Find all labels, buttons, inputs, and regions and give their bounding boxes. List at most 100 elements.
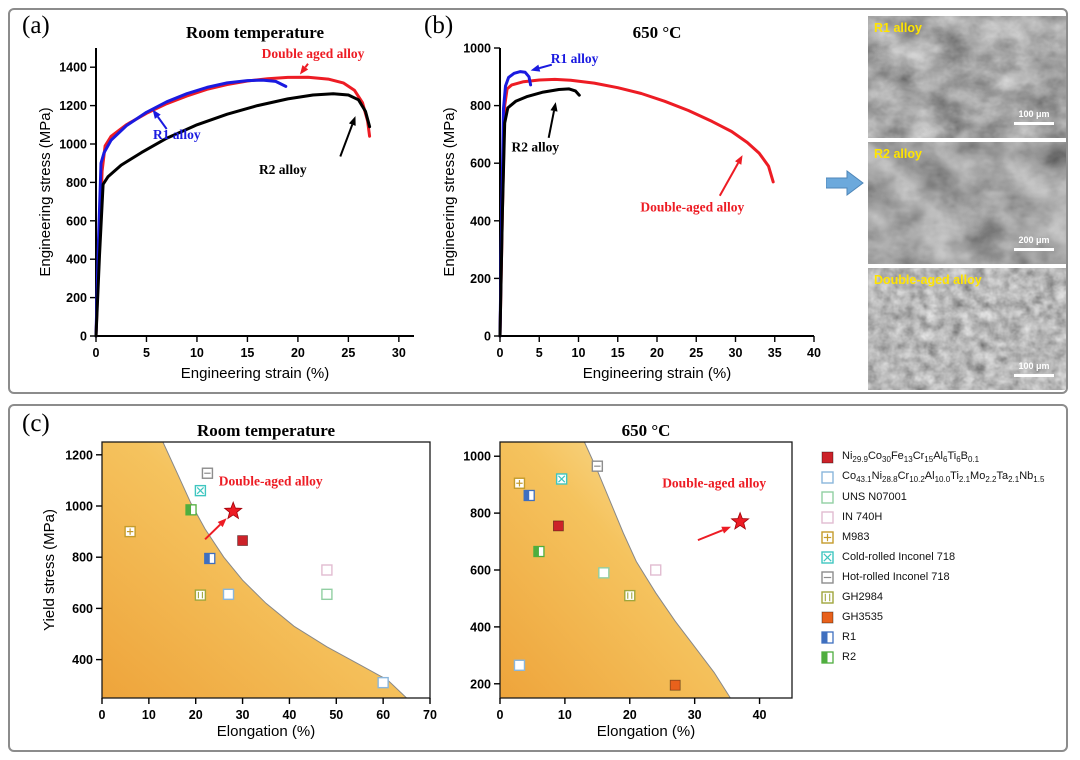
svg-text:1200: 1200 xyxy=(59,99,87,113)
panel-a-label: (a) xyxy=(22,12,50,39)
legend-label: R1 xyxy=(842,631,857,644)
scale-bar xyxy=(1014,374,1054,377)
svg-text:1400: 1400 xyxy=(59,61,87,75)
svg-text:0: 0 xyxy=(93,346,100,360)
ni-marker-icon xyxy=(821,451,834,464)
svg-text:Engineering strain (%): Engineering strain (%) xyxy=(181,365,329,382)
scale-bar xyxy=(1014,248,1054,251)
cr718-marker-icon xyxy=(821,551,834,564)
scatter-650c: 0 10 20 30 40 200 400 600 800 1000 650 °C Elongatio… xyxy=(463,421,793,740)
sem-images: R1 alloy 100 μm xyxy=(868,16,1066,390)
legend-item: Hot-rolled Inconel 718 xyxy=(820,570,1068,585)
legend-label: Co43.1Ni28.8Cr10.2Al10.0Ti2.1Mo2.2Ta2.1N… xyxy=(842,470,1045,485)
legend-label: M983 xyxy=(842,531,870,544)
legend-item: R2 xyxy=(820,650,1068,665)
top-panel: (a) 0 5 10 15 20 25 30 0 200 400 600 800 1000 1200 140… xyxy=(8,8,1068,394)
legend-label: IN 740H xyxy=(842,511,883,524)
arrow-to-sem-icon xyxy=(825,168,864,203)
legend-item: IN 740H xyxy=(820,510,1068,525)
svg-text:20: 20 xyxy=(291,346,305,360)
legend-item: GH2984 xyxy=(820,590,1068,605)
svg-text:5: 5 xyxy=(143,346,150,360)
svg-text:5: 5 xyxy=(536,346,543,360)
svg-text:Double aged alloy: Double aged alloy xyxy=(262,46,365,61)
scale-text: 100 μm xyxy=(1018,361,1049,371)
svg-text:600: 600 xyxy=(72,602,93,616)
svg-text:10: 10 xyxy=(190,346,204,360)
svg-text:Elongation (%): Elongation (%) xyxy=(217,723,315,740)
co-marker-icon xyxy=(821,471,834,484)
svg-text:35: 35 xyxy=(768,346,782,360)
svg-text:15: 15 xyxy=(611,346,625,360)
svg-text:1000: 1000 xyxy=(59,138,87,152)
panel-c-label: (c) xyxy=(22,410,50,437)
legend-item: UNS N07001 xyxy=(820,490,1068,505)
legend-item: GH3535 xyxy=(820,610,1068,625)
r1-marker-icon xyxy=(821,631,834,644)
svg-text:20: 20 xyxy=(623,708,637,722)
svg-text:30: 30 xyxy=(729,346,743,360)
svg-text:40: 40 xyxy=(807,346,821,360)
legend: Ni29.9Co30Fe13Cr15Al6Ti6B0.1 Co43.1Ni28.8… xyxy=(820,450,1068,665)
svg-text:800: 800 xyxy=(66,176,87,190)
svg-text:25: 25 xyxy=(341,346,355,360)
r2-marker-icon xyxy=(821,651,834,664)
svg-text:Engineering stress (MPa): Engineering stress (MPa) xyxy=(37,107,54,276)
legend-label: GH3535 xyxy=(842,611,883,624)
panel-b-label: (b) xyxy=(424,12,454,39)
in740h-marker-icon xyxy=(821,511,834,524)
svg-text:400: 400 xyxy=(72,653,93,667)
svg-text:0: 0 xyxy=(497,708,504,722)
svg-text:40: 40 xyxy=(753,708,767,722)
legend-item: M983 xyxy=(820,530,1068,545)
svg-text:25: 25 xyxy=(689,346,703,360)
gh3535-marker-icon xyxy=(821,611,834,624)
uns-marker-icon xyxy=(821,491,834,504)
svg-text:0: 0 xyxy=(99,708,106,722)
legend-label: Hot-rolled Inconel 718 xyxy=(842,571,950,584)
svg-text:1000: 1000 xyxy=(463,450,491,464)
chart-room-temp-curves: 0 5 10 15 20 25 30 0 200 400 600 800 1000 1200 1400 Roo… xyxy=(37,23,414,382)
svg-text:Room temperature: Room temperature xyxy=(197,421,335,440)
legend-item: Cold-rolled Inconel 718 xyxy=(820,550,1068,565)
svg-text:1000: 1000 xyxy=(463,42,491,56)
scatter-room-temp: 0 10 20 30 40 50 60 70 400 600 800 1000 1200 Room tem… xyxy=(41,421,437,740)
svg-text:Elongation (%): Elongation (%) xyxy=(597,723,695,740)
scale-text: 100 μm xyxy=(1018,109,1049,119)
svg-text:50: 50 xyxy=(329,708,343,722)
svg-text:650 °C: 650 °C xyxy=(622,421,671,440)
legend-label: Ni29.9Co30Fe13Cr15Al6Ti6B0.1 xyxy=(842,450,980,465)
svg-text:Room temperature: Room temperature xyxy=(186,23,324,42)
svg-text:600: 600 xyxy=(470,564,491,578)
svg-text:R1 alloy: R1 alloy xyxy=(153,127,201,142)
svg-text:400: 400 xyxy=(66,253,87,267)
sem-image-double-aged: Double-aged alloy 100 μm xyxy=(868,268,1066,390)
svg-text:60: 60 xyxy=(376,708,390,722)
svg-text:600: 600 xyxy=(470,157,491,171)
svg-text:30: 30 xyxy=(688,708,702,722)
svg-text:Double-aged alloy: Double-aged alloy xyxy=(662,476,766,491)
sem-label: Double-aged alloy xyxy=(874,273,982,287)
svg-text:1000: 1000 xyxy=(65,500,93,514)
gh2984-marker-icon xyxy=(821,591,834,604)
svg-text:Engineering stress (MPa): Engineering stress (MPa) xyxy=(441,107,458,276)
svg-text:15: 15 xyxy=(240,346,254,360)
svg-text:200: 200 xyxy=(66,291,87,305)
svg-text:0: 0 xyxy=(80,330,87,344)
legend-item: R1 xyxy=(820,630,1068,645)
svg-text:Yield stress (MPa): Yield stress (MPa) xyxy=(41,509,58,631)
sem-label: R2 alloy xyxy=(874,147,922,161)
legend-item: Ni29.9Co30Fe13Cr15Al6Ti6B0.1 xyxy=(820,450,1068,465)
svg-text:10: 10 xyxy=(572,346,586,360)
svg-text:20: 20 xyxy=(189,708,203,722)
svg-text:400: 400 xyxy=(470,620,491,634)
sem-label: R1 alloy xyxy=(874,21,922,35)
legend-label: R2 xyxy=(842,651,857,664)
svg-text:30: 30 xyxy=(392,346,406,360)
svg-text:Engineering strain (%): Engineering strain (%) xyxy=(583,365,731,382)
svg-text:0: 0 xyxy=(484,330,491,344)
svg-text:800: 800 xyxy=(470,507,491,521)
svg-text:40: 40 xyxy=(282,708,296,722)
